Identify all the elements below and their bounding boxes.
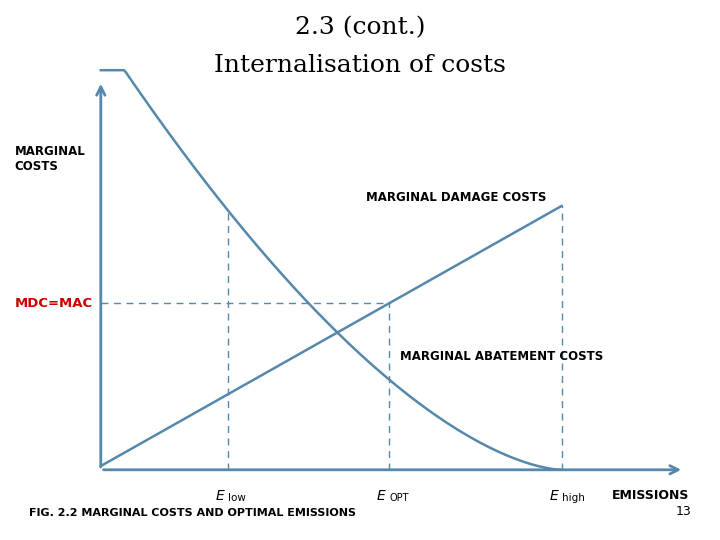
Text: 13: 13 <box>675 505 691 518</box>
Text: MDC=MAC: MDC=MAC <box>14 297 93 310</box>
Text: MARGINAL
COSTS: MARGINAL COSTS <box>14 145 85 173</box>
Text: E: E <box>215 489 224 503</box>
Text: low: low <box>228 493 246 503</box>
Text: Internalisation of costs: Internalisation of costs <box>214 54 506 77</box>
Text: high: high <box>562 493 585 503</box>
Text: MARGINAL DAMAGE COSTS: MARGINAL DAMAGE COSTS <box>366 191 546 204</box>
Text: E: E <box>549 489 558 503</box>
Text: EMISSIONS: EMISSIONS <box>612 489 689 502</box>
Text: OPT: OPT <box>390 493 409 503</box>
Text: 2.3 (cont.): 2.3 (cont.) <box>294 16 426 39</box>
Text: FIG. 2.2 MARGINAL COSTS AND OPTIMAL EMISSIONS: FIG. 2.2 MARGINAL COSTS AND OPTIMAL EMIS… <box>29 508 356 518</box>
Text: E: E <box>377 489 385 503</box>
Text: MARGINAL ABATEMENT COSTS: MARGINAL ABATEMENT COSTS <box>400 350 603 363</box>
